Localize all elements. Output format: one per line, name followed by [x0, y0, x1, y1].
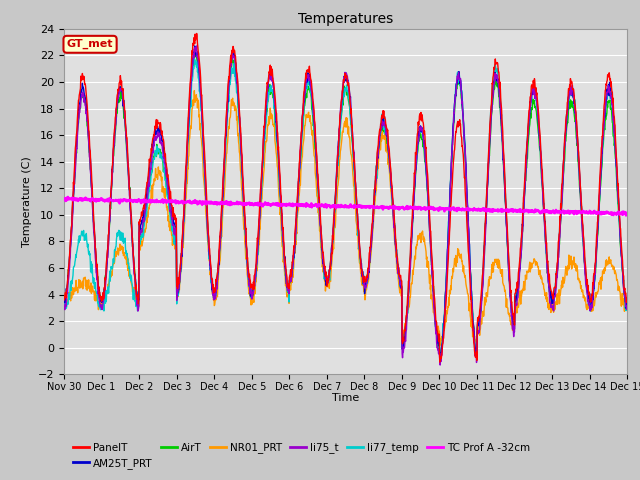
Title: Temperatures: Temperatures — [298, 12, 393, 26]
Text: GT_met: GT_met — [67, 39, 113, 49]
Legend: PanelT, AM25T_PRT, AirT, NR01_PRT, li75_t, li77_temp, TC Prof A -32cm: PanelT, AM25T_PRT, AirT, NR01_PRT, li75_… — [69, 438, 534, 473]
Y-axis label: Temperature (C): Temperature (C) — [22, 156, 32, 247]
X-axis label: Time: Time — [332, 394, 359, 403]
